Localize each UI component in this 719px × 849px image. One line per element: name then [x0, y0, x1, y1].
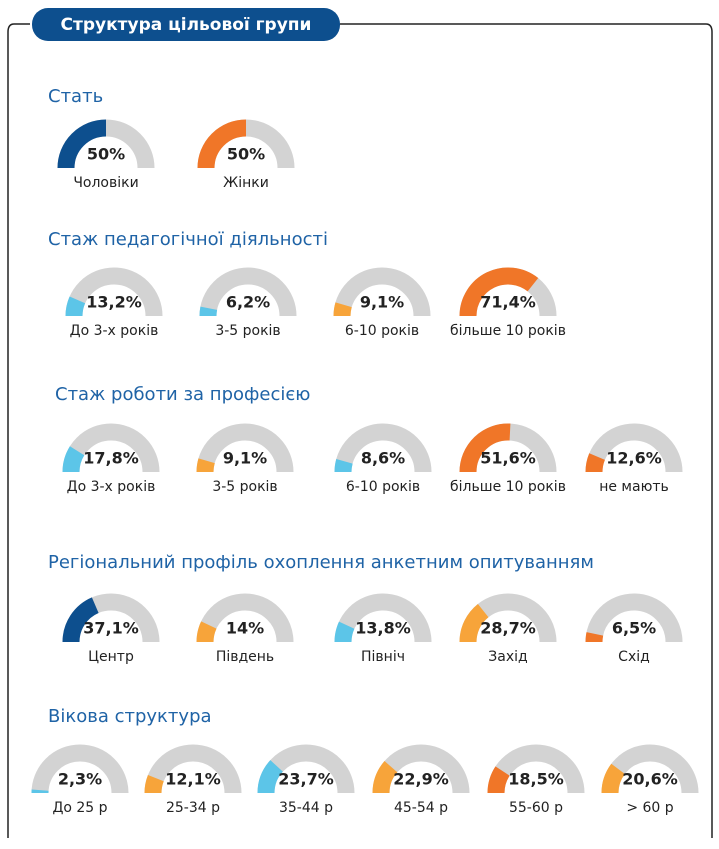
value-label: 9,1%	[360, 293, 404, 312]
category-label: 45-54 р	[394, 800, 448, 816]
section-title: Вікова структура	[48, 706, 212, 727]
category-label: не мають	[599, 479, 669, 495]
gauge-value	[208, 308, 209, 316]
category-label: більше 10 років	[450, 479, 566, 495]
value-label: 6,2%	[226, 293, 270, 312]
value-label: 9,1%	[223, 449, 267, 468]
gauge-value	[343, 625, 347, 642]
gauge-value	[205, 625, 209, 642]
category-label: 25-34 р	[166, 800, 220, 816]
gauge-value	[594, 634, 595, 642]
value-label: 37,1%	[83, 619, 139, 638]
section-title: Стаж педагогічної діяльності	[48, 229, 328, 250]
value-label: 6,5%	[612, 619, 656, 638]
value-label: 23,7%	[278, 770, 334, 789]
value-label: 13,8%	[355, 619, 411, 638]
value-label: 71,4%	[480, 293, 536, 312]
value-label: 51,6%	[480, 449, 536, 468]
category-label: До 3-х років	[70, 323, 159, 339]
value-label: 17,8%	[83, 449, 139, 468]
category-label: Жінки	[223, 175, 269, 191]
value-label: 20,6%	[622, 770, 678, 789]
value-label: 50%	[227, 145, 265, 164]
category-label: Центр	[88, 649, 134, 665]
gauge-value	[381, 767, 391, 793]
value-label: 22,9%	[393, 770, 449, 789]
section-title: Регіональний профіль охоплення анкетним …	[48, 552, 594, 573]
category-label: 3-5 років	[215, 323, 280, 339]
category-label: > 60 р	[626, 800, 673, 816]
gauge-value	[496, 771, 503, 793]
value-label: 8,6%	[361, 449, 405, 468]
gauge-value	[610, 769, 618, 793]
value-label: 28,7%	[480, 619, 536, 638]
category-label: 3-5 років	[212, 479, 277, 495]
category-label: 55-60 р	[509, 800, 563, 816]
category-label: Північ	[361, 649, 405, 665]
gauge-value	[594, 457, 597, 472]
category-label: Схід	[618, 649, 650, 665]
category-label: 35-44 р	[279, 800, 333, 816]
category-label: До 25 р	[52, 800, 107, 816]
value-label: 2,3%	[58, 770, 102, 789]
gauge-value	[342, 305, 344, 316]
value-label: 18,5%	[508, 770, 564, 789]
category-label: 6-10 років	[345, 323, 419, 339]
category-label: 6-10 років	[346, 479, 420, 495]
gauge-value	[153, 778, 156, 793]
value-label: 14%	[226, 619, 264, 638]
gauge-value	[266, 766, 277, 793]
category-label: До 3-х років	[67, 479, 156, 495]
value-label: 13,2%	[86, 293, 142, 312]
frame	[8, 24, 30, 838]
value-label: 50%	[87, 145, 125, 164]
category-label: Чоловіки	[73, 175, 138, 191]
section-title: Стать	[48, 86, 103, 107]
value-label: 12,6%	[606, 449, 662, 468]
category-label: більше 10 років	[450, 323, 566, 339]
gauge-value	[74, 300, 77, 316]
value-label: 12,1%	[165, 770, 221, 789]
section-title: Стаж роботи за професією	[55, 384, 310, 405]
category-label: Захід	[488, 649, 527, 665]
category-label: Південь	[216, 649, 274, 665]
gauge-value	[71, 451, 77, 472]
gauge-value	[205, 461, 207, 472]
page-title: Структура цільової групи	[61, 15, 312, 35]
gauge-value	[343, 461, 344, 472]
